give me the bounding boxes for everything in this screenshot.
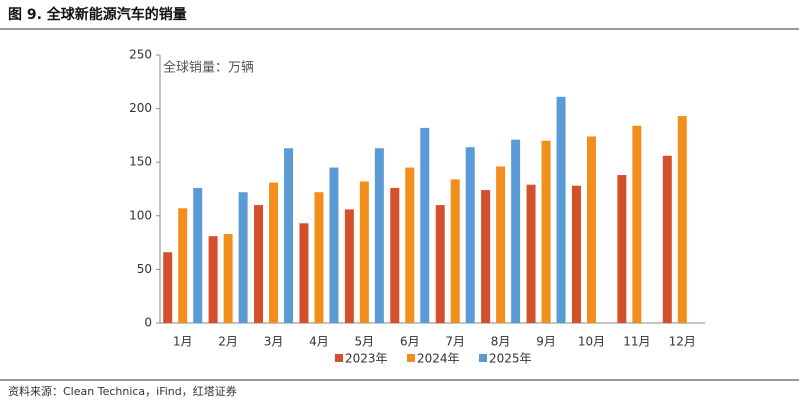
bar <box>632 125 642 323</box>
bar <box>374 148 384 323</box>
bar <box>223 234 233 323</box>
y-tick-label: 150 <box>129 155 152 169</box>
bar <box>269 182 279 323</box>
legend-label: 2025年 <box>489 352 532 366</box>
bar <box>511 139 521 323</box>
bar <box>299 223 309 323</box>
bar <box>481 190 491 323</box>
bar <box>586 136 596 323</box>
bar <box>329 167 339 323</box>
bar <box>359 181 369 323</box>
bar <box>541 140 551 323</box>
legend-swatch <box>407 354 415 362</box>
legend-swatch <box>479 354 487 362</box>
x-tick-label: 4月 <box>309 335 329 349</box>
y-tick-label: 250 <box>129 48 152 62</box>
bar <box>254 205 264 323</box>
y-tick-label: 50 <box>137 262 152 276</box>
bar <box>526 184 536 323</box>
bar <box>284 148 294 323</box>
x-tick-label: 1月 <box>173 335 193 349</box>
bar <box>344 209 354 323</box>
y-tick-label: 100 <box>129 208 152 222</box>
bar <box>193 187 203 323</box>
y-tick-label: 0 <box>144 316 152 330</box>
bar <box>571 185 581 323</box>
x-tick-label: 11月 <box>623 335 650 349</box>
x-tick-label: 3月 <box>264 335 284 349</box>
legend-swatch <box>335 354 343 362</box>
y-tick-label: 200 <box>129 101 152 115</box>
x-tick-label: 8月 <box>491 335 511 349</box>
figure-title: 图 9. 全球新能源汽车的销量 <box>8 6 187 23</box>
legend-label: 2024年 <box>417 352 460 366</box>
bar <box>314 192 324 323</box>
x-tick-label: 2月 <box>218 335 238 349</box>
x-tick-label: 9月 <box>536 335 556 349</box>
bar <box>435 205 445 323</box>
x-tick-label: 6月 <box>400 335 420 349</box>
bar <box>450 179 460 323</box>
bar <box>465 147 475 323</box>
unit-label: 全球销量：万辆 <box>163 60 254 76</box>
bar <box>556 96 566 323</box>
bar <box>390 187 400 323</box>
x-tick-label: 10月 <box>578 335 605 349</box>
bar <box>208 236 218 323</box>
x-tick-label: 12月 <box>669 335 696 349</box>
legend-label: 2023年 <box>345 352 388 366</box>
bar <box>238 192 248 323</box>
bar <box>662 155 672 323</box>
x-tick-label: 7月 <box>445 335 465 349</box>
bar <box>420 127 430 324</box>
bar <box>405 167 415 323</box>
bar <box>677 116 687 323</box>
bar <box>617 175 627 323</box>
bar <box>163 252 173 323</box>
x-tick-label: 5月 <box>355 335 375 349</box>
bar <box>178 208 188 323</box>
bar <box>496 166 506 323</box>
source: 资料来源：Clean Technica，iFind，红塔证券 <box>8 384 237 398</box>
